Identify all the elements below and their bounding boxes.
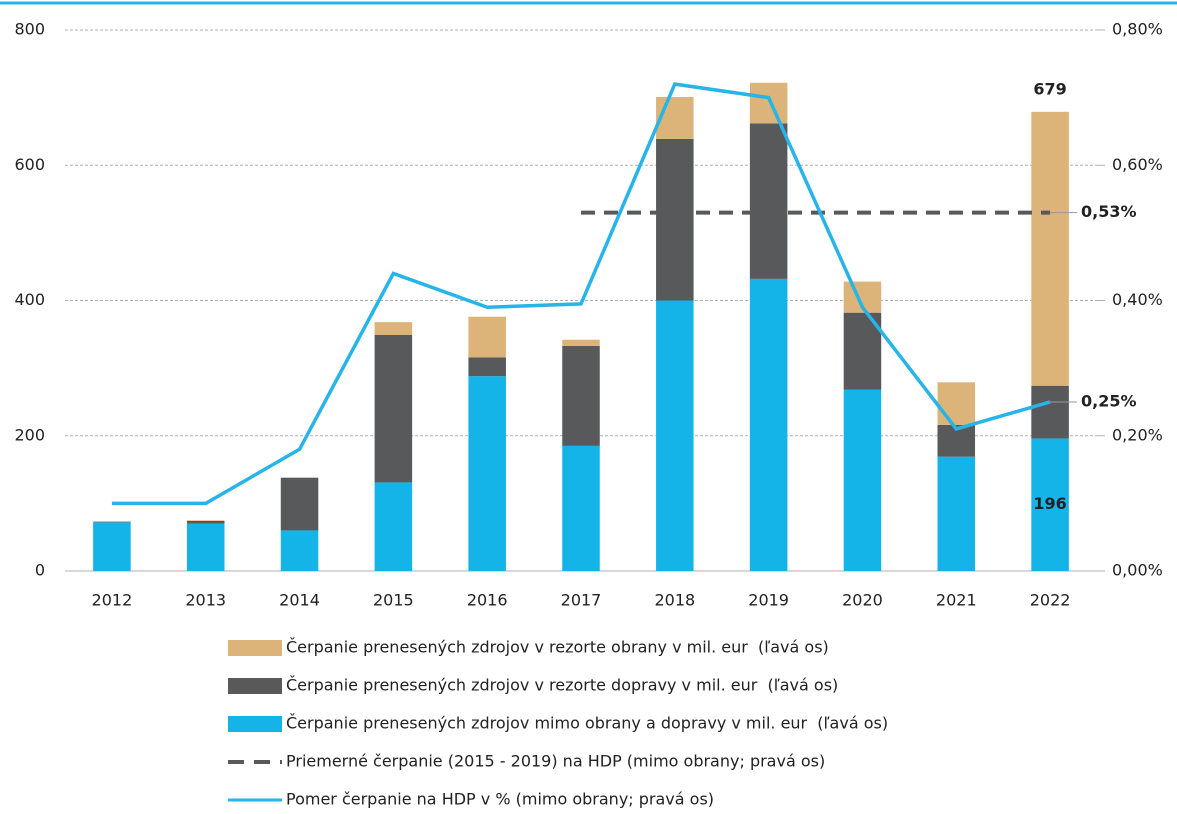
y-tick-label: 0 xyxy=(35,561,45,580)
bar-segment xyxy=(749,123,788,279)
x-tick-label: 2015 xyxy=(373,591,414,610)
x-tick-label: 2022 xyxy=(1030,591,1071,610)
bar-segment xyxy=(749,278,788,571)
bar-segment xyxy=(937,456,976,571)
y2-tick-label: 0,80% xyxy=(1112,20,1163,39)
x-tick-label: 2012 xyxy=(92,591,133,610)
bar-segment xyxy=(749,82,788,124)
bar-segment xyxy=(93,522,131,571)
bar-segment xyxy=(656,300,694,571)
x-tick-label: 2017 xyxy=(561,591,602,610)
legend-swatch xyxy=(228,716,282,732)
y-tick-label: 200 xyxy=(14,425,45,444)
x-tick-label: 2016 xyxy=(467,591,508,610)
legend-swatch xyxy=(228,640,282,656)
bar-segment xyxy=(374,334,413,483)
x-tick-label: 2013 xyxy=(185,591,226,610)
bar-segment xyxy=(1031,111,1069,386)
bar-segment xyxy=(186,520,225,521)
bar-segment xyxy=(656,138,694,301)
legend-label: Čerpanie prenesených zdrojov mimo obrany… xyxy=(286,714,888,733)
bar-segment xyxy=(656,96,694,139)
bar-segment xyxy=(562,339,600,346)
data-label: 0,25% xyxy=(1081,391,1137,410)
bar-segment xyxy=(562,445,600,571)
bar-segment xyxy=(1031,385,1069,439)
total-label: 679 xyxy=(1033,79,1066,98)
bar-segment xyxy=(186,523,225,571)
bar-segment xyxy=(93,521,131,523)
y-tick-label: 800 xyxy=(14,20,45,39)
y-tick-label: 400 xyxy=(14,290,45,309)
bar-segment xyxy=(186,520,225,524)
bar-segment xyxy=(468,376,506,571)
y2-tick-label: 0,40% xyxy=(1112,290,1163,309)
x-tick-label: 2019 xyxy=(748,591,789,610)
legend-label: Priemerné čerpanie (2015 - 2019) na HDP … xyxy=(286,752,825,771)
x-tick-label: 2021 xyxy=(936,591,977,610)
y2-tick-label: 0,00% xyxy=(1112,561,1163,580)
legend-label: Pomer čerpanie na HDP v % (mimo obrany; … xyxy=(286,790,714,809)
bar-segment xyxy=(843,389,882,571)
bar-segment xyxy=(937,382,976,425)
legend-swatch xyxy=(228,678,282,694)
bar-segment xyxy=(280,477,319,531)
data-label: 196 xyxy=(1033,494,1066,513)
x-tick-label: 2018 xyxy=(654,591,695,610)
bar-segment xyxy=(1031,438,1069,571)
data-label: 0,53% xyxy=(1081,202,1137,221)
ratio-line xyxy=(111,82,1051,506)
y2-tick-label: 0,20% xyxy=(1112,425,1163,444)
legend-label: Čerpanie prenesených zdrojov v rezorte d… xyxy=(286,676,838,695)
bar-segment xyxy=(468,316,506,358)
y2-tick-label: 0,60% xyxy=(1112,155,1163,174)
bar-segment xyxy=(374,322,413,335)
y-tick-label: 600 xyxy=(14,155,45,174)
bar-segment xyxy=(468,357,506,377)
x-tick-label: 2020 xyxy=(842,591,883,610)
bar-segment xyxy=(374,482,413,571)
bar-segment xyxy=(280,530,319,571)
bar-segment xyxy=(562,345,600,446)
legend-label: Čerpanie prenesených zdrojov v rezorte o… xyxy=(286,638,829,657)
x-tick-label: 2014 xyxy=(279,591,320,610)
